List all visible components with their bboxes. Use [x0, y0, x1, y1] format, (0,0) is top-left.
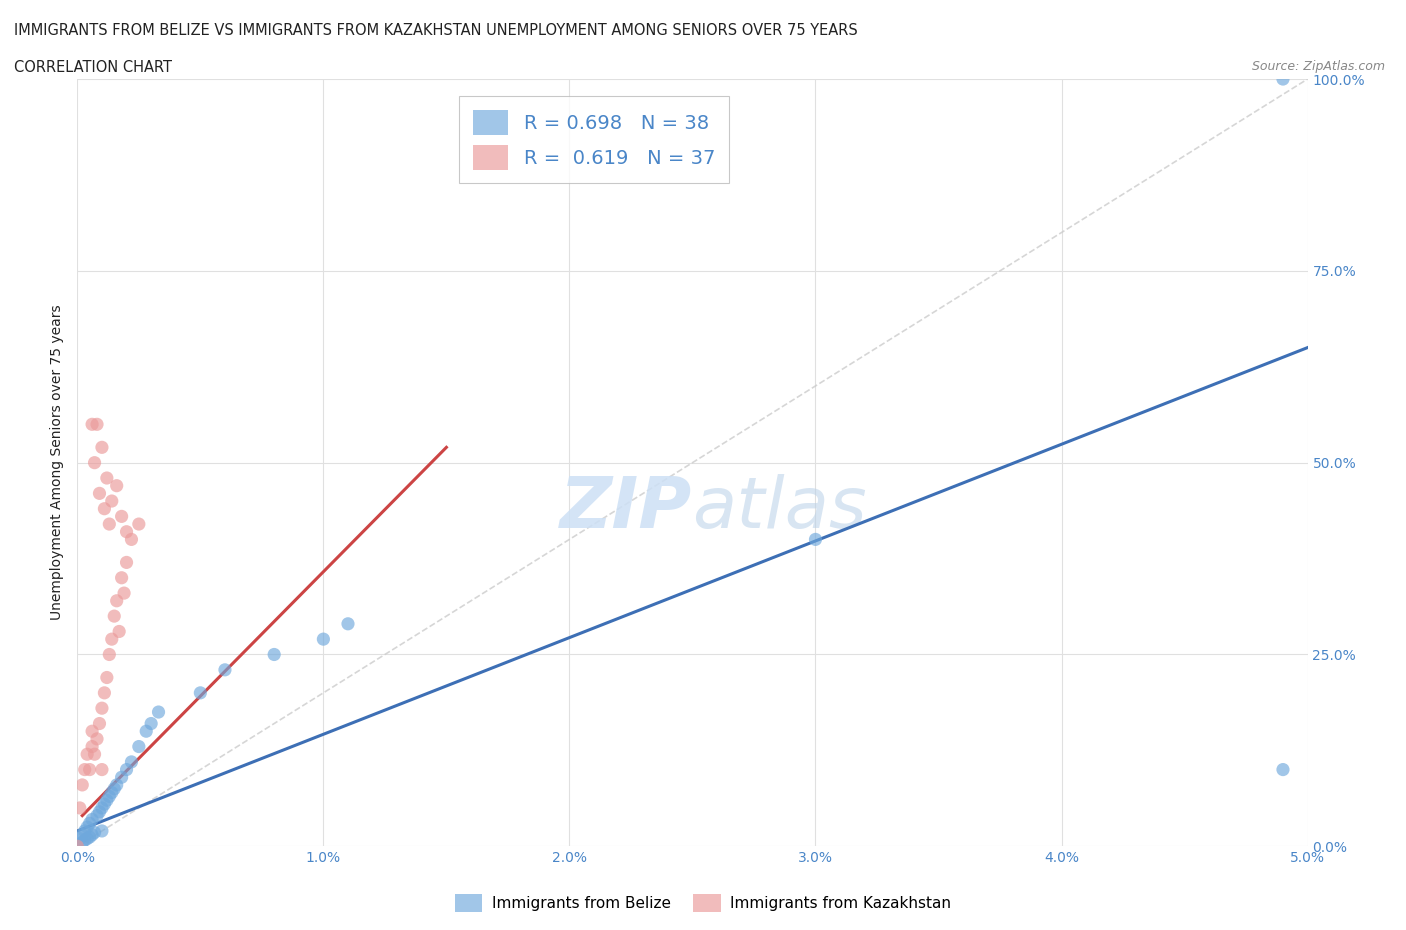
Point: [93, 501, 115, 516]
Point: [128, 517, 150, 532]
Point: [98, 647, 121, 662]
Point: [1272, 72, 1295, 86]
Point: [111, 509, 132, 524]
Point: [82, 812, 104, 827]
Point: [76, 831, 98, 846]
Point: [82, 739, 104, 754]
Text: Source: ZipAtlas.com: Source: ZipAtlas.com: [1251, 60, 1385, 73]
Point: [101, 785, 124, 800]
Point: [96, 792, 118, 807]
Point: [1272, 763, 1295, 777]
Point: [66, 839, 89, 854]
Point: [105, 593, 128, 608]
Point: [70, 835, 93, 850]
Y-axis label: Unemployment Among Seniors over 75 years: Unemployment Among Seniors over 75 years: [51, 305, 65, 620]
Point: [83, 456, 105, 471]
Text: atlas: atlas: [693, 474, 868, 543]
Point: [312, 631, 335, 646]
Point: [804, 532, 827, 547]
Point: [128, 739, 150, 754]
Point: [103, 609, 125, 624]
Point: [111, 570, 132, 585]
Point: [76, 747, 98, 762]
Point: [73, 763, 96, 777]
Point: [103, 781, 125, 796]
Point: [90, 801, 114, 816]
Point: [121, 532, 143, 547]
Point: [82, 724, 104, 738]
Point: [188, 685, 212, 700]
Point: [214, 662, 236, 677]
Point: [101, 494, 124, 509]
Point: [86, 808, 108, 823]
Point: [108, 624, 131, 639]
Point: [135, 724, 157, 738]
Point: [70, 828, 93, 843]
Point: [96, 671, 118, 685]
Point: [98, 789, 121, 804]
Point: [90, 763, 114, 777]
Point: [69, 801, 91, 816]
Point: [86, 417, 108, 432]
Point: [86, 731, 108, 746]
Point: [115, 525, 138, 539]
Point: [90, 440, 114, 455]
Legend: R = 0.698   N = 38, R =  0.619   N = 37: R = 0.698 N = 38, R = 0.619 N = 37: [460, 97, 728, 183]
Point: [90, 701, 114, 716]
Point: [101, 631, 124, 646]
Text: CORRELATION CHART: CORRELATION CHART: [14, 60, 172, 75]
Point: [141, 716, 163, 731]
Point: [121, 754, 143, 769]
Point: [93, 797, 115, 812]
Point: [79, 816, 101, 830]
Point: [115, 763, 138, 777]
Text: IMMIGRANTS FROM BELIZE VS IMMIGRANTS FROM KAZAKHSTAN UNEMPLOYMENT AMONG SENIORS : IMMIGRANTS FROM BELIZE VS IMMIGRANTS FRO…: [14, 23, 858, 38]
Text: ZIP: ZIP: [560, 474, 693, 543]
Point: [112, 586, 135, 601]
Point: [89, 804, 111, 819]
Point: [263, 647, 285, 662]
Point: [93, 685, 115, 700]
Point: [115, 555, 138, 570]
Point: [89, 486, 111, 501]
Point: [83, 825, 105, 840]
Point: [89, 716, 111, 731]
Point: [76, 819, 98, 834]
Point: [96, 471, 118, 485]
Point: [105, 777, 128, 792]
Point: [82, 417, 104, 432]
Point: [79, 830, 101, 844]
Point: [148, 705, 170, 720]
Point: [105, 478, 128, 493]
Legend: Immigrants from Belize, Immigrants from Kazakhstan: Immigrants from Belize, Immigrants from …: [449, 888, 957, 918]
Point: [83, 747, 105, 762]
Point: [73, 824, 96, 839]
Point: [337, 617, 360, 631]
Point: [111, 770, 132, 785]
Point: [66, 839, 89, 854]
Point: [73, 832, 96, 847]
Point: [70, 777, 93, 792]
Point: [98, 517, 121, 532]
Point: [79, 763, 101, 777]
Point: [69, 831, 91, 846]
Point: [90, 824, 114, 839]
Point: [82, 828, 104, 843]
